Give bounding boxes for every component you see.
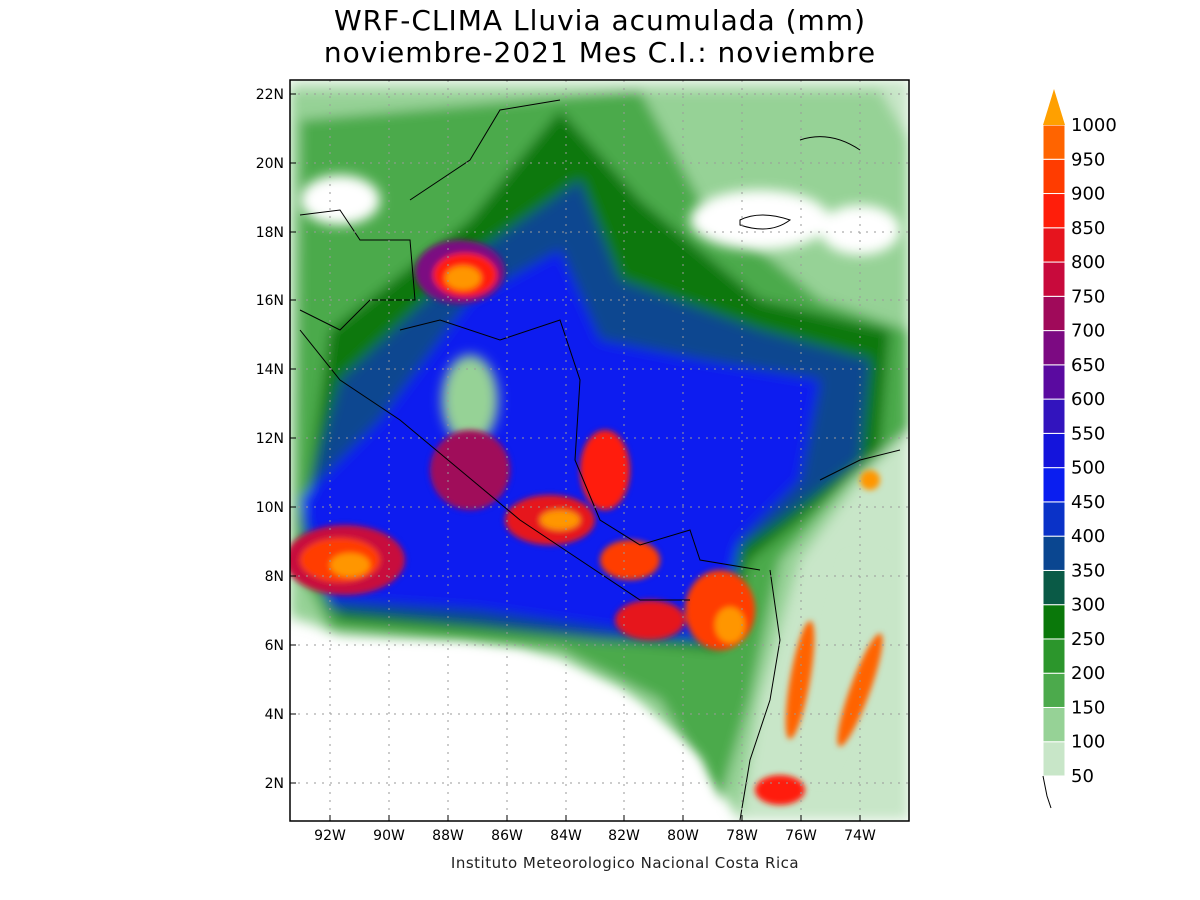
lat-tick-label: 6N [265,638,284,654]
lat-tick-label: 8N [265,569,284,585]
colorbar-box [1042,432,1066,469]
colorbar-box [1042,227,1066,263]
colorbar-label: 150 [1071,697,1105,718]
colorbar-box [1042,330,1066,366]
colorbar-under-tail [1042,775,1052,809]
lat-tick-label: 2N [265,776,284,792]
lat-tick-label: 20N [256,156,284,172]
lat-tick-label: 22N [256,87,284,103]
lat-tick-label: 14N [256,362,284,378]
colorbar-box [1042,364,1066,400]
colorbar-box [1042,193,1066,229]
lon-tick-label: 78W [726,828,758,844]
lon-tick-label: 92W [314,828,346,844]
colorbar-label: 250 [1071,629,1105,650]
lon-tick-label: 76W [785,828,817,844]
colorbar-box [1042,467,1066,503]
colorbar-label: 500 [1071,458,1105,479]
map-title-line-2: noviembre-2021 Mes C.I.: noviembre [323,36,877,69]
colorbar-label: 850 [1071,218,1105,239]
colorbar-box [1042,124,1066,160]
lon-tick-label: 82W [608,828,640,844]
colorbar-box [1042,672,1066,708]
map-title-line-1: WRF-CLIMA Lluvia acumulada (mm) [334,4,866,37]
colorbar-over-arrow [1043,89,1065,125]
lat-tick-label: 12N [256,431,284,447]
colorbar-box [1042,569,1066,606]
colorbar-box [1042,261,1066,297]
colorbar-label: 50 [1071,766,1094,787]
lon-tick-label: 84W [550,828,582,844]
colorbar-box [1042,398,1066,434]
colorbar-label: 900 [1071,184,1105,205]
colorbar-box [1042,706,1066,743]
colorbar-label: 700 [1071,321,1105,342]
lon-tick-label: 86W [491,828,523,844]
colorbar-box [1042,741,1066,777]
map-frame [289,79,910,822]
colorbar-label: 300 [1071,595,1105,616]
lon-tick-label: 80W [667,828,699,844]
colorbar-box [1042,604,1066,640]
colorbar-label: 200 [1071,663,1105,684]
graticule [290,80,909,820]
colorbar-box [1042,638,1066,674]
lon-tick-label: 74W [844,828,876,844]
colorbar-label: 800 [1071,252,1105,273]
colorbar-label: 350 [1071,560,1105,581]
colorbar-box [1042,158,1066,195]
colorbar: 50 100 150 200 250 300 350 400 450 500 550 600 650 70… [1042,89,1117,809]
colorbar-label: 550 [1071,423,1105,444]
colorbar-label: 450 [1071,492,1105,513]
lat-tick-label: 4N [265,707,284,723]
colorbar-label: 750 [1071,286,1105,307]
lat-tick-label: 16N [256,293,284,309]
colorbar-box [1042,501,1066,537]
colorbar-label: 950 [1071,149,1105,170]
lon-tick-label: 90W [373,828,405,844]
credit-text: Instituto Meteorologico Nacional Costa R… [450,854,800,872]
colorbar-label: 600 [1071,389,1105,410]
colorbar-label: 400 [1071,526,1105,547]
colorbar-label: 650 [1071,355,1105,376]
colorbar-box [1042,295,1066,332]
lon-tick-label: 88W [432,828,464,844]
lat-tick-label: 18N [256,225,284,241]
colorbar-label: 100 [1071,732,1105,753]
colorbar-box [1042,535,1066,571]
lat-tick-label: 10N [256,500,284,516]
rainfall-field [290,80,909,821]
colorbar-label: 1000 [1071,115,1117,136]
